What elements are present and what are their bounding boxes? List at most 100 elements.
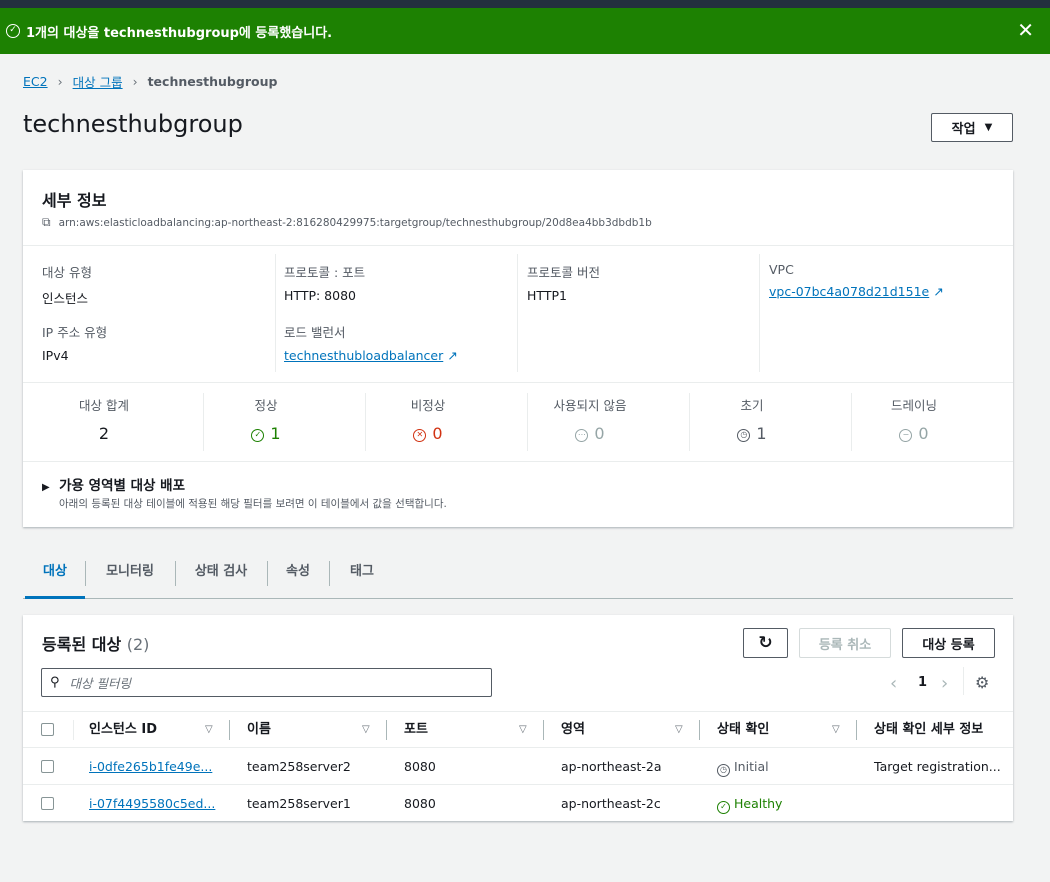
breadcrumb-current: technesthubgroup xyxy=(147,74,278,89)
status-icon: ⋯ xyxy=(575,429,589,442)
details-panel: 세부 정보 ⧉ arn:aws:elasticloadbalancing:ap-n… xyxy=(23,170,1013,527)
field-ip-type: IP 주소 유형 IPv4 xyxy=(42,325,108,363)
stat-label: 대상 합계 xyxy=(79,398,129,413)
targets-heading: 등록된 대상 (2) xyxy=(42,635,150,654)
health-icon: ◷ xyxy=(717,764,730,777)
next-page-icon[interactable]: › xyxy=(941,673,949,694)
arn-row: ⧉ arn:aws:elasticloadbalancing:ap-northea… xyxy=(42,215,652,230)
port-cell: 8080 xyxy=(404,759,436,774)
health-icon: ✓ xyxy=(717,801,730,814)
row-checkbox[interactable] xyxy=(41,797,54,810)
success-flash: ✓ 1개의 대상을 technesthubgroup에 등록했습니다. ✕ xyxy=(0,8,1050,54)
stat-1[interactable]: 정상 ✓ 1 xyxy=(185,383,347,443)
stat-value[interactable]: 2 xyxy=(98,424,110,443)
chevron-right-icon: › xyxy=(132,74,138,89)
deregister-button[interactable]: 등록 취소 xyxy=(799,628,891,658)
column-header[interactable]: 인스턴스 ID xyxy=(89,722,157,737)
table-header: 인스턴스 ID ▽ 이름 ▽ 포트 ▽ 영역 ▽ 상태 확인 ▽ 상태 확인 세부 정보 xyxy=(23,712,1013,747)
zone-cell: ap-northeast-2a xyxy=(561,759,662,774)
column-header[interactable]: 상태 확인 xyxy=(717,722,770,737)
stat-value[interactable]: 0 xyxy=(594,424,605,443)
health-status-cell: ✓ Healthy xyxy=(717,785,782,822)
stat-label: 초기 xyxy=(740,398,764,413)
stat-3[interactable]: 사용되지 않음 ⋯ 0 xyxy=(509,383,671,443)
status-icon: ◷ xyxy=(737,429,751,442)
breadcrumb: EC2 › 대상 그룹 › technesthubgroup xyxy=(23,72,277,91)
stat-value[interactable]: 0 xyxy=(918,424,929,443)
stat-label: 드레이닝 xyxy=(890,398,937,413)
page-title: technesthubgroup xyxy=(23,110,243,138)
row-checkbox[interactable] xyxy=(41,760,54,773)
tab-tags[interactable]: 태그 xyxy=(350,564,374,579)
status-icon: ✕ xyxy=(413,429,427,442)
stat-value[interactable]: 1 xyxy=(270,424,281,443)
status-icon: − xyxy=(899,429,913,442)
sort-icon[interactable]: ▽ xyxy=(675,724,683,735)
stat-label: 비정상 xyxy=(410,398,446,413)
stat-label: 정상 xyxy=(254,398,278,413)
close-icon[interactable]: ✕ xyxy=(1017,18,1034,42)
actions-button[interactable]: 작업 ▼ xyxy=(931,113,1013,142)
prev-page-icon[interactable]: ‹ xyxy=(890,673,898,694)
success-icon: ✓ xyxy=(6,24,20,38)
instance-id-link[interactable]: i-07f4495580c5ed... xyxy=(89,796,216,811)
filter-input[interactable]: ⚲ 대상 필터링 xyxy=(41,668,492,697)
copy-icon[interactable]: ⧉ xyxy=(42,215,51,229)
column-header[interactable]: 영역 xyxy=(561,722,585,737)
stat-5[interactable]: 드레이닝 −0 xyxy=(833,383,995,443)
sort-icon[interactable]: ▽ xyxy=(832,724,840,735)
stat-4[interactable]: 초기 ◷ 1 xyxy=(671,383,833,443)
page-number[interactable]: 1 xyxy=(918,675,928,690)
load-balancer-link[interactable]: technesthubloadbalancer xyxy=(284,348,444,363)
caret-down-icon: ▼ xyxy=(984,122,993,133)
sort-icon[interactable]: ▽ xyxy=(205,724,213,735)
stat-label: 사용되지 않음 xyxy=(553,398,627,413)
sort-icon[interactable]: ▽ xyxy=(362,724,370,735)
zone-cell: ap-northeast-2c xyxy=(561,796,661,811)
external-link-icon: ↗ xyxy=(933,284,944,299)
field-protocol-port: 프로토콜 : 포트 HTTP: 8080 xyxy=(284,265,366,303)
tab-monitoring[interactable]: 모니터링 xyxy=(106,564,154,579)
flash-message: 1개의 대상을 technesthubgroup에 등록했습니다. xyxy=(26,25,333,41)
table-row[interactable]: i-0dfe265b1fe49e... team258server2 8080 … xyxy=(23,748,1013,785)
field-target-type: 대상 유형 인스턴스 xyxy=(42,265,92,306)
settings-gear-icon[interactable]: ⚙ xyxy=(975,673,990,692)
stat-value[interactable]: 0 xyxy=(432,424,443,443)
breadcrumb-ec2[interactable]: EC2 xyxy=(23,74,48,89)
stat-value[interactable]: 1 xyxy=(756,424,767,443)
port-cell: 8080 xyxy=(404,796,436,811)
az-distribution-toggle[interactable]: ▶ 가용 영역별 대상 배포 xyxy=(42,478,185,494)
search-icon: ⚲ xyxy=(50,675,60,690)
arn-text: arn:aws:elasticloadbalancing:ap-northeas… xyxy=(58,216,652,229)
name-cell: team258server1 xyxy=(247,796,351,811)
column-header[interactable]: 포트 xyxy=(404,722,428,737)
field-load-balancer: 로드 밸런서 technesthubloadbalancer ↗ xyxy=(284,325,458,363)
az-description: 아래의 등록된 대상 테이블에 적용된 해당 필터를 보려면 이 테이블에서 값… xyxy=(59,498,447,510)
select-all-checkbox[interactable] xyxy=(41,723,54,736)
refresh-icon: ↻ xyxy=(758,633,773,653)
registered-targets-panel: 등록된 대상 (2) ↻ 등록 취소 대상 등록 ⚲ 대상 필터링 ‹ 1 › … xyxy=(23,615,1013,821)
breadcrumb-target-groups[interactable]: 대상 그룹 xyxy=(72,75,123,90)
column-header[interactable]: 이름 xyxy=(247,722,271,737)
stat-2[interactable]: 비정상 ✕ 0 xyxy=(347,383,509,443)
vpc-link[interactable]: vpc-07bc4a078d21d151e xyxy=(769,284,930,299)
field-protocol-version: 프로토콜 버전 HTTP1 xyxy=(527,265,600,303)
tab-targets[interactable]: 대상 xyxy=(25,556,85,599)
tab-health-checks[interactable]: 상태 검사 xyxy=(194,564,248,579)
top-nav-bar xyxy=(0,0,1050,8)
name-cell: team258server2 xyxy=(247,759,351,774)
table-body: i-0dfe265b1fe49e... team258server2 8080 … xyxy=(23,748,1013,822)
tab-attributes[interactable]: 속성 xyxy=(286,564,310,579)
health-status-cell: ◷ Initial xyxy=(717,748,769,785)
details-heading: 세부 정보 xyxy=(42,191,107,210)
refresh-button[interactable]: ↻ xyxy=(743,628,788,658)
stat-0[interactable]: 대상 합계 2 xyxy=(23,383,185,443)
register-targets-button[interactable]: 대상 등록 xyxy=(902,628,995,658)
health-details-cell: Target registration... xyxy=(874,759,1001,774)
sort-icon[interactable]: ▽ xyxy=(519,724,527,735)
external-link-icon: ↗ xyxy=(447,348,458,363)
instance-id-link[interactable]: i-0dfe265b1fe49e... xyxy=(89,759,213,774)
table-row[interactable]: i-07f4495580c5ed... team258server1 8080 … xyxy=(23,785,1013,822)
chevron-right-icon: › xyxy=(57,74,63,89)
column-header[interactable]: 상태 확인 세부 정보 xyxy=(874,722,984,737)
